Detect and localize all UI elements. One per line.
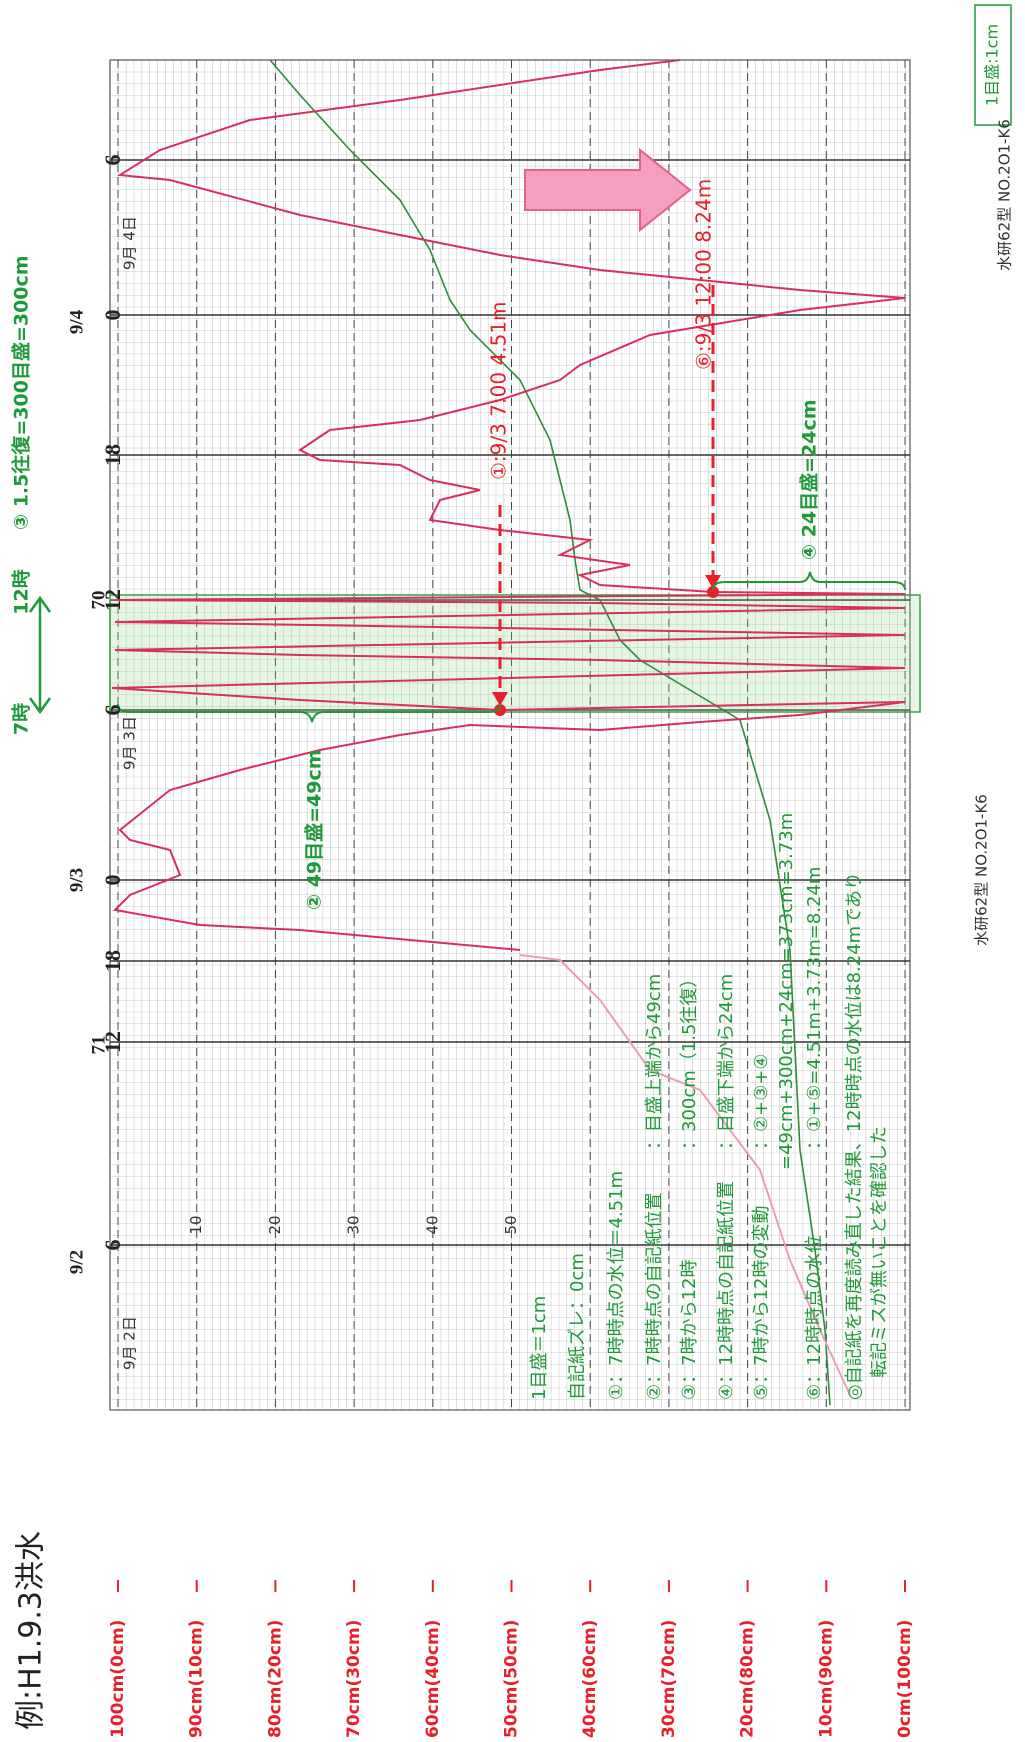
reading-point [494, 704, 506, 716]
paper-date: 9月 3日 [121, 716, 139, 770]
level-label: 10cm(90cm) [816, 1620, 836, 1738]
time-label: 18 [100, 444, 125, 466]
level-label: 40cm(60cm) [580, 1620, 600, 1738]
trace-secondary [269, 59, 831, 1406]
brace [712, 571, 906, 591]
note-label: ⑤：7時から12時の変動 [751, 1206, 772, 1401]
arrow-head [492, 692, 508, 706]
note-value: ：300cm（1.5往復） [679, 970, 700, 1150]
note-label: 転記ミスが無いことを確認した [869, 1126, 890, 1378]
time-label: 0 [100, 875, 125, 886]
level-label: 100cm(0cm) [108, 1620, 128, 1738]
grid [109, 59, 911, 1411]
note-value: =49cm+300cm+24cm=373cm=3.73m [776, 813, 797, 1170]
roll-number: 70 [88, 591, 109, 610]
offset-label: ④ 24目盛=24cm [798, 399, 821, 560]
note-label: 自記紙ズレ：0cm [567, 1253, 588, 1400]
paper-model: 水研62型 NO.2O1-K6 [973, 794, 991, 946]
pink-arrow [524, 147, 692, 233]
date-label: 9/4 [66, 309, 87, 334]
level-label: 20cm(80cm) [738, 1620, 758, 1738]
level-label: 60cm(40cm) [423, 1620, 443, 1738]
note-label: ⑥：12時時点の水位 [804, 1235, 825, 1400]
grid-number: 40 [423, 1215, 441, 1234]
note-label: ①：7時時点の水位＝4.51m [606, 1171, 627, 1400]
reading-label: ⑥:9/3 12:00 8.24m [692, 179, 716, 370]
reading-point [707, 586, 719, 598]
trace-main-faint [519, 954, 851, 1396]
grid-number: 50 [502, 1215, 520, 1234]
time-label: 6 [100, 155, 125, 166]
note-label: ③：7時から12時 [679, 1260, 700, 1401]
time-label: 6 [100, 705, 125, 716]
offset-label: ② 49目盛=49cm [303, 749, 326, 910]
paper-date: 9月 2日 [121, 1316, 139, 1370]
roll-number: 71 [88, 1036, 109, 1055]
note-label: ◎自記紙を再度読み直した結果、12時時点の水位は8.24mであり [844, 872, 865, 1400]
note-value: ：目盛下端から24cm [716, 974, 737, 1150]
level-label: 80cm(20cm) [265, 1620, 285, 1738]
note-label: ②：7時時点の自記紙位置 [644, 1192, 665, 1400]
date-label: 9/3 [66, 868, 87, 892]
annotations: 例:H1.9.3洪水 1目盛:1cm 7時 12時 ③ 1.5往復=300目盛=… [10, 24, 1014, 1738]
note-value: ：目盛上端から49cm [644, 974, 665, 1150]
level-label: 50cm(50cm) [502, 1620, 522, 1738]
arrow-head [705, 575, 721, 589]
grid-number: 30 [345, 1215, 363, 1234]
major-grid [110, 60, 910, 1410]
level-label: 30cm(70cm) [659, 1620, 679, 1738]
grid-number: 10 [187, 1215, 205, 1234]
paper-model: 水研62型 NO.2O1-K6 [996, 119, 1014, 271]
end-time: 12時 [11, 569, 33, 614]
note-label: ④：12時時点の自記紙位置 [716, 1181, 737, 1400]
title: 例:H1.9.3洪水 [14, 1531, 49, 1730]
span-arrow-heads [28, 595, 52, 715]
turns-note: ③ 1.5往復=300目盛=300cm [10, 255, 33, 530]
time-label: 12 [100, 1031, 125, 1053]
time-label: 18 [100, 950, 125, 972]
note-label: 1目盛＝1cm [529, 1296, 550, 1400]
note-value: ：②+③+④ [751, 1053, 772, 1150]
start-time: 7時 [11, 703, 33, 735]
date-label: 9/2 [66, 1250, 87, 1274]
time-label: 6 [100, 1240, 125, 1251]
reading-label: ①:9/3 7:00 4.51m [487, 302, 511, 481]
level-label: 0cm(100cm) [895, 1620, 915, 1738]
brace [117, 703, 501, 723]
level-label: 90cm(10cm) [187, 1620, 207, 1738]
grid-number: 20 [266, 1215, 284, 1234]
time-label: 0 [100, 310, 125, 321]
level-label: 70cm(30cm) [344, 1620, 364, 1738]
note-value: ：①+⑤=4.51m+3.73m=8.24m [804, 867, 825, 1150]
time-label: 12 [100, 589, 125, 611]
scale-note: 1目盛:1cm [983, 24, 1002, 106]
scale-box [974, 4, 1012, 126]
paper-date: 9月 4日 [121, 216, 139, 270]
